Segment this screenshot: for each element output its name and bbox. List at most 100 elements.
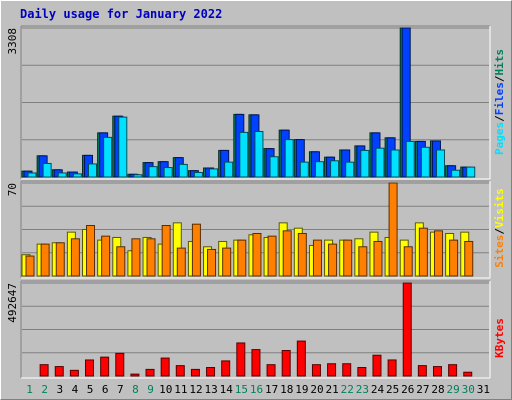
bar-sites — [237, 239, 247, 277]
bar-kbytes — [417, 365, 427, 377]
bar-sites — [25, 255, 35, 277]
bar-pages — [375, 147, 385, 178]
legend-entry: Hits — [493, 49, 506, 76]
bar-pages — [57, 172, 67, 178]
bar-kbytes — [145, 368, 155, 377]
bar-sites — [207, 248, 217, 277]
bar-sites — [464, 240, 474, 277]
bar-sites — [297, 232, 307, 277]
bar-sites — [55, 242, 65, 277]
bar-kbytes — [342, 363, 352, 377]
y-max-label: 70 — [6, 183, 19, 196]
bar-pages — [360, 149, 370, 178]
x-tick-label: 31 — [477, 383, 490, 396]
legend-entry: Files — [493, 82, 506, 115]
x-tick-label: 27 — [416, 383, 429, 396]
x-tick-label: 12 — [189, 383, 202, 396]
bar-pages — [435, 149, 445, 178]
bar-pages — [466, 166, 476, 178]
bar-kbytes — [296, 340, 306, 377]
bar-sites — [373, 240, 383, 277]
x-tick-label: 21 — [326, 383, 339, 396]
bar-kbytes — [448, 364, 458, 377]
bar-pages — [133, 174, 143, 178]
x-tick-label: 20 — [310, 383, 323, 396]
bar-kbytes — [206, 367, 216, 377]
x-tick-label: 22 — [341, 383, 354, 396]
bar-sites — [267, 235, 277, 277]
legend: Sites/Visits — [493, 188, 506, 268]
bar-kbytes — [387, 359, 397, 377]
bar-pages — [163, 167, 173, 178]
bar-kbytes — [402, 282, 412, 377]
bar-pages — [178, 163, 188, 178]
x-tick-label: 13 — [204, 383, 217, 396]
bar-pages — [42, 162, 52, 178]
x-tick-label: 3 — [57, 383, 64, 396]
bar-sites — [312, 239, 322, 277]
x-tick-label: 11 — [174, 383, 187, 396]
bar-sites — [252, 232, 262, 277]
x-tick-label: 25 — [386, 383, 399, 396]
bar-kbytes — [281, 350, 291, 377]
bar-pages — [72, 173, 82, 178]
x-tick-label: 6 — [102, 383, 109, 396]
bar-kbytes — [221, 360, 231, 377]
bar-kbytes — [39, 364, 49, 377]
x-tick-label: 19 — [295, 383, 308, 396]
panel-hits-files-pages: 3308 Pages/Files/Hits — [6, 25, 506, 180]
x-tick-label: 15 — [235, 383, 248, 396]
bar-kbytes — [372, 354, 382, 377]
bar-pages — [88, 163, 98, 178]
x-tick-label: 14 — [220, 383, 234, 396]
bar-kbytes — [357, 367, 367, 377]
bar-pages — [451, 169, 461, 178]
bar-sites — [86, 225, 96, 277]
bar-sites — [222, 247, 232, 277]
bar-kbytes — [463, 371, 473, 377]
bar-pages — [269, 156, 279, 178]
bar-sites — [282, 230, 292, 277]
legend-entry: Visits — [493, 188, 506, 228]
legend-entry: / — [493, 115, 506, 122]
x-tick-label: 9 — [147, 383, 154, 396]
x-tick-label: 29 — [447, 383, 460, 396]
x-tick-label: 23 — [356, 383, 369, 396]
legend-entry: Sites — [493, 235, 506, 268]
bar-pages — [118, 116, 128, 178]
bar-kbytes — [69, 369, 79, 377]
bar-sites — [358, 246, 368, 277]
bar-pages — [239, 131, 249, 178]
bar-kbytes — [85, 359, 95, 377]
bar-kbytes — [327, 363, 337, 377]
bar-pages — [254, 131, 264, 178]
panel-visits-sites: 70 Sites/Visits — [6, 180, 506, 279]
bar-sites — [191, 223, 201, 277]
bar-kbytes — [54, 366, 64, 377]
x-tick-label: 5 — [87, 383, 94, 396]
y-max-label: 3308 — [6, 28, 19, 55]
bar-pages — [314, 161, 324, 178]
bar-kbytes — [160, 357, 170, 377]
x-tick-label: 4 — [72, 383, 79, 396]
bar-pages — [284, 139, 294, 178]
x-tick-label: 28 — [431, 383, 444, 396]
bar-kbytes — [236, 342, 246, 377]
bar-sites — [418, 227, 428, 277]
legend: KBytes — [493, 318, 506, 358]
legend-entry: / — [493, 228, 506, 235]
x-tick-label: 26 — [401, 383, 414, 396]
chart-title: Daily usage for January 2022 — [20, 7, 223, 21]
bar-kbytes — [190, 368, 200, 377]
x-tick-label: 24 — [371, 383, 385, 396]
legend: Pages/Files/Hits — [493, 49, 506, 155]
x-tick-label: 8 — [132, 383, 139, 396]
bar-pages — [405, 140, 415, 178]
bar-pages — [224, 161, 234, 178]
bar-sites — [328, 243, 338, 277]
x-tick-label: 2 — [41, 383, 48, 396]
legend-entry: / — [493, 75, 506, 82]
x-tick-label: 18 — [280, 383, 293, 396]
bar-pages — [390, 149, 400, 178]
